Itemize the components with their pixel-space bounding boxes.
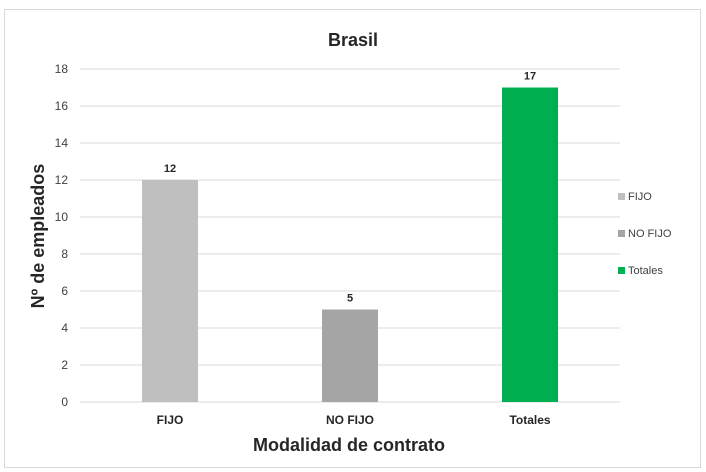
data-label: 12 xyxy=(164,163,176,175)
legend-swatch xyxy=(618,267,625,274)
y-tick-label: 6 xyxy=(61,284,68,298)
chart-title: Brasil xyxy=(328,30,378,50)
y-tick-label: 14 xyxy=(55,136,69,150)
bar-no-fijo xyxy=(322,310,378,403)
y-tick-label: 4 xyxy=(61,321,68,335)
y-tick-label: 18 xyxy=(55,62,69,76)
y-tick-label: 0 xyxy=(61,395,68,409)
bar-totales xyxy=(502,88,558,403)
legend: FIJO NO FIJO Totales xyxy=(618,191,672,277)
y-tick-label: 10 xyxy=(55,210,69,224)
y-tick-label: 12 xyxy=(55,173,69,187)
bar-fijo xyxy=(142,180,198,402)
data-label: 5 xyxy=(347,293,353,305)
x-axis-categories: FIJO NO FIJO Totales xyxy=(157,413,551,427)
legend-label: NO FIJO xyxy=(628,228,672,240)
legend-swatch xyxy=(618,230,625,237)
y-axis-ticks: 0 2 4 6 8 10 12 14 16 18 xyxy=(55,62,69,409)
x-axis-title: Modalidad de contrato xyxy=(253,435,445,455)
y-tick-label: 16 xyxy=(55,99,69,113)
x-category-label: Totales xyxy=(509,413,550,427)
y-axis-title: Nº de empleados xyxy=(28,164,48,309)
x-category-label: FIJO xyxy=(157,413,184,427)
y-tick-label: 2 xyxy=(61,358,68,372)
legend-label: FIJO xyxy=(628,191,652,203)
bars xyxy=(142,88,558,403)
legend-label: Totales xyxy=(628,265,663,277)
y-tick-label: 8 xyxy=(61,247,68,261)
x-category-label: NO FIJO xyxy=(326,413,374,427)
legend-swatch xyxy=(618,193,625,200)
data-label: 17 xyxy=(524,71,536,83)
